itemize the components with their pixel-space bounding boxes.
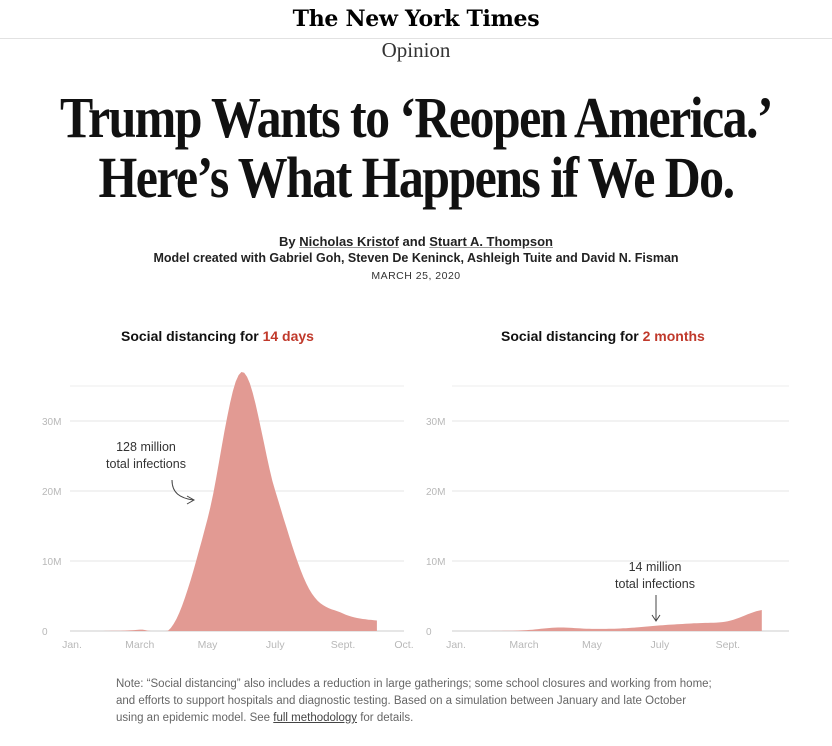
byline: By Nicholas Kristof and Stuart A. Thomps… (0, 233, 832, 251)
chart-title-prefix: Social distancing for (121, 328, 263, 344)
chart-title-14-days: Social distancing for 14 days (121, 328, 314, 344)
author-link-thompson[interactable]: Stuart A. Thompson (429, 234, 553, 249)
chart-title-highlight: 2 months (642, 328, 705, 344)
model-credit: Model created with Gabriel Goh, Steven D… (153, 251, 679, 265)
x-tick-label: Jan. (446, 639, 466, 651)
x-tick-label: Jan. (62, 639, 82, 651)
x-tick-label: July (266, 639, 285, 651)
x-tick-label: Sept. (331, 639, 356, 651)
x-tick-label: March (125, 639, 154, 651)
annotation-total: 128 million (116, 440, 176, 454)
x-tick-label: March (509, 639, 538, 651)
headline-line-1: Trump Wants to ‘Reopen America.’ (59, 85, 774, 150)
headline-line-2: Here’s What Happens if We Do. (98, 145, 735, 210)
y-tick-label: 0 (42, 627, 48, 638)
chart-title-prefix: Social distancing for (501, 328, 643, 344)
publish-date: MARCH 25, 2020 (371, 270, 461, 282)
note-text-end: for details. (357, 712, 414, 724)
chart-title-highlight: 14 days (262, 328, 314, 344)
author-link-kristof[interactable]: Nicholas Kristof (299, 234, 399, 249)
y-tick-label: 10M (426, 557, 445, 568)
annotation-arrow (171, 479, 194, 501)
annotation-total: 14 million (629, 560, 682, 574)
x-tick-label: May (198, 639, 219, 651)
byline-and: and (398, 234, 430, 249)
x-tick-label: Oct. (394, 639, 413, 651)
y-tick-label: 20M (42, 487, 61, 498)
y-tick-label: 30M (42, 417, 61, 428)
masthead: The New York Times (0, 0, 832, 39)
note-text: Note: “Social distancing” also includes … (116, 678, 712, 724)
arrowhead (651, 614, 661, 622)
arrowhead (186, 495, 196, 505)
charts-svg: 0 10M 20M 30M Jan. March May July Sept. Oct. 128 m… (42, 372, 789, 651)
annotation-label: total infections (106, 457, 186, 471)
byline-prefix: By (278, 234, 300, 249)
y-tick-label: 10M (42, 557, 61, 568)
infection-area (72, 372, 377, 631)
y-tick-label: 30M (426, 417, 445, 428)
x-tick-label: Sept. (716, 639, 741, 651)
methodology-note: Note: “Social distancing” also includes … (116, 676, 716, 727)
section-label[interactable]: Opinion (381, 38, 451, 62)
chart-title-2-months: Social distancing for 2 months (501, 328, 705, 344)
annotation-label: total infections (615, 577, 695, 591)
methodology-link[interactable]: full methodology (273, 712, 358, 724)
y-tick-label: 0 (426, 627, 432, 638)
headline: Trump Wants to ‘Reopen America.’ Here’s … (58, 88, 774, 208)
x-tick-label: July (651, 639, 670, 651)
infection-area (456, 610, 762, 631)
nyt-logo[interactable]: The New York Times (292, 6, 540, 32)
x-tick-label: May (582, 639, 603, 651)
y-tick-label: 20M (426, 487, 445, 498)
